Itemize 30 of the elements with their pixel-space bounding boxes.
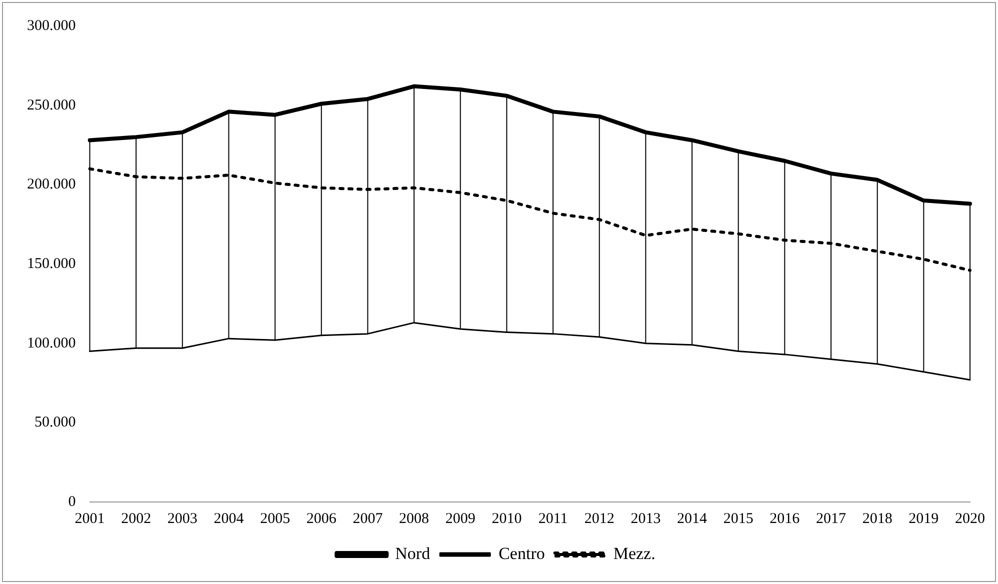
x-tick-label: 2014 <box>677 510 708 527</box>
x-tick-label: 2011 <box>538 510 568 527</box>
x-tick-label: 2007 <box>352 510 384 527</box>
x-tick-label: 2008 <box>399 510 430 527</box>
x-tick-label: 2009 <box>445 510 476 527</box>
x-tick-label: 2005 <box>260 510 290 527</box>
y-tick-label: 0 <box>68 494 76 510</box>
legend-label: Nord <box>395 544 431 563</box>
y-tick-label: 200.000 <box>27 176 76 193</box>
y-tick-label: 100.000 <box>27 335 76 352</box>
x-tick-label: 2004 <box>214 510 244 527</box>
y-tick-label: 50.000 <box>34 414 76 431</box>
x-tick-label: 2019 <box>908 510 939 527</box>
x-tick-label: 2001 <box>74 510 105 527</box>
x-tick-label: 2018 <box>862 510 892 527</box>
legend-label: Centro <box>498 544 545 563</box>
x-tick-label: 2012 <box>584 510 614 527</box>
x-tick-label: 2020 <box>955 510 985 527</box>
y-tick-label: 250.000 <box>27 97 76 114</box>
x-tick-label: 2017 <box>816 510 847 527</box>
x-tick-label: 2010 <box>492 510 522 527</box>
x-tick-label: 2003 <box>167 510 198 527</box>
x-tick-label: 2013 <box>630 510 661 527</box>
y-tick-label: 150.000 <box>27 256 76 272</box>
legend-label: Mezz. <box>613 544 656 563</box>
x-tick-label: 2016 <box>770 510 800 527</box>
x-tick-label: 2015 <box>723 510 754 527</box>
x-tick-label: 2006 <box>306 510 337 527</box>
y-tick-label: 300.000 <box>27 18 76 34</box>
x-tick-label: 2002 <box>121 510 152 527</box>
